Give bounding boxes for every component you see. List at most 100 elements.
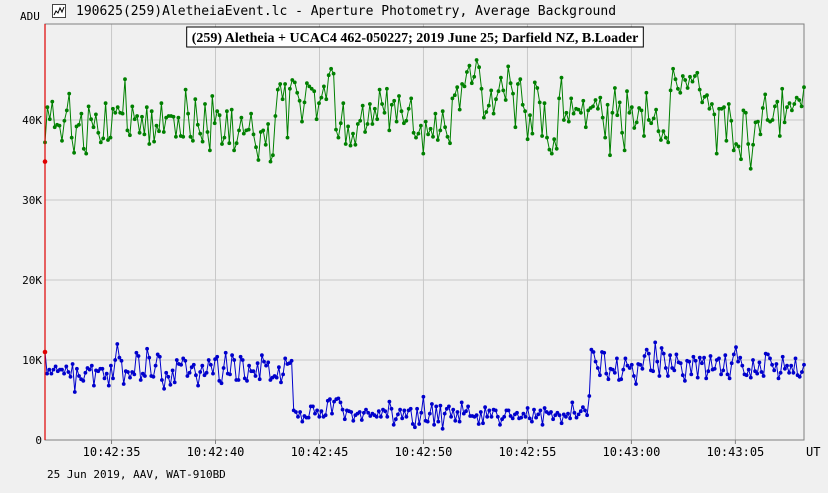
- data-point: [585, 413, 589, 418]
- data-point: [300, 119, 304, 124]
- data-point: [142, 132, 147, 137]
- data-point: [264, 363, 268, 368]
- data-point: [457, 419, 462, 424]
- data-point: [513, 125, 518, 130]
- data-point: [315, 408, 319, 413]
- data-point: [452, 93, 457, 98]
- data-point: [644, 347, 649, 352]
- data-point: [744, 373, 749, 378]
- data-point: [170, 368, 175, 373]
- data-point: [137, 130, 142, 135]
- data-point: [45, 371, 49, 376]
- data-point: [457, 107, 462, 112]
- data-point: [208, 148, 212, 153]
- data-point: [419, 123, 423, 128]
- data-point: [774, 362, 779, 366]
- data-point: [487, 408, 492, 413]
- data-point: [271, 153, 275, 158]
- data-point: [257, 377, 262, 382]
- data-point: [138, 378, 143, 382]
- data-point: [274, 375, 279, 380]
- data-point: [448, 141, 452, 146]
- data-point: [455, 85, 460, 90]
- x-axis: 10:42:35 10:42:40 10:42:45 10:42:50 10:42:55…: [83, 440, 764, 459]
- data-point: [772, 368, 777, 373]
- data-point: [566, 119, 571, 124]
- data-point: [307, 84, 312, 89]
- data-point: [72, 390, 77, 394]
- data-point: [680, 74, 685, 78]
- data-point: [632, 374, 636, 378]
- data-point: [152, 139, 157, 144]
- data-point: [397, 94, 401, 98]
- footer-caption: 25 Jun 2019, AAV, WAT-910BD: [47, 468, 226, 481]
- data-point: [714, 151, 719, 156]
- data-point: [425, 419, 430, 424]
- data-point: [164, 370, 169, 375]
- data-point: [285, 135, 290, 140]
- data-point: [245, 378, 249, 383]
- data-point: [234, 141, 239, 146]
- data-point: [132, 117, 137, 122]
- data-point: [793, 356, 798, 361]
- data-point: [263, 142, 268, 147]
- data-point: [666, 374, 670, 378]
- data-point: [724, 138, 729, 143]
- data-point: [683, 378, 687, 383]
- data-point: [508, 81, 513, 86]
- data-point: [756, 119, 760, 124]
- data-point: [797, 98, 802, 102]
- data-point: [238, 354, 243, 359]
- data-point: [731, 148, 736, 153]
- data-point: [313, 411, 317, 416]
- data-point: [552, 137, 557, 142]
- data-point: [379, 414, 383, 419]
- data-point: [409, 96, 414, 101]
- data-point: [404, 118, 409, 123]
- data-point: [663, 135, 668, 140]
- data-point: [273, 114, 278, 118]
- data-point: [106, 138, 110, 142]
- data-point: [638, 362, 643, 367]
- data-point: [115, 342, 120, 346]
- data-point: [787, 370, 791, 375]
- cursor-marker: [42, 159, 48, 164]
- data-point: [183, 87, 188, 92]
- data-point: [53, 364, 58, 369]
- data-point: [436, 419, 441, 424]
- data-point: [743, 110, 748, 115]
- data-point: [525, 406, 530, 410]
- data-point: [435, 138, 440, 142]
- data-point: [705, 93, 709, 98]
- data-point: [570, 400, 575, 405]
- data-point: [455, 410, 460, 414]
- data-point: [211, 371, 215, 376]
- data-point: [62, 371, 66, 376]
- data-point: [254, 145, 258, 150]
- data-point: [81, 146, 86, 151]
- data-point: [108, 135, 113, 140]
- data-point: [198, 370, 203, 374]
- data-point: [247, 363, 252, 368]
- data-point: [298, 410, 302, 414]
- data-point: [651, 369, 655, 374]
- data-point: [389, 406, 394, 411]
- data-point: [620, 130, 624, 135]
- data-point: [520, 102, 525, 107]
- data-point: [587, 394, 592, 398]
- data-point: [459, 400, 464, 405]
- data-point: [717, 356, 721, 361]
- data-point: [530, 131, 535, 136]
- data-point: [423, 119, 428, 124]
- data-point: [428, 126, 433, 131]
- data-point: [574, 415, 579, 420]
- data-point: [477, 65, 481, 70]
- data-point: [615, 113, 620, 118]
- data-point: [568, 416, 572, 421]
- data-point: [227, 141, 232, 146]
- data-point: [469, 81, 474, 86]
- data-point: [251, 132, 256, 137]
- data-point: [275, 87, 280, 92]
- data-point: [646, 118, 651, 122]
- data-point: [294, 410, 298, 414]
